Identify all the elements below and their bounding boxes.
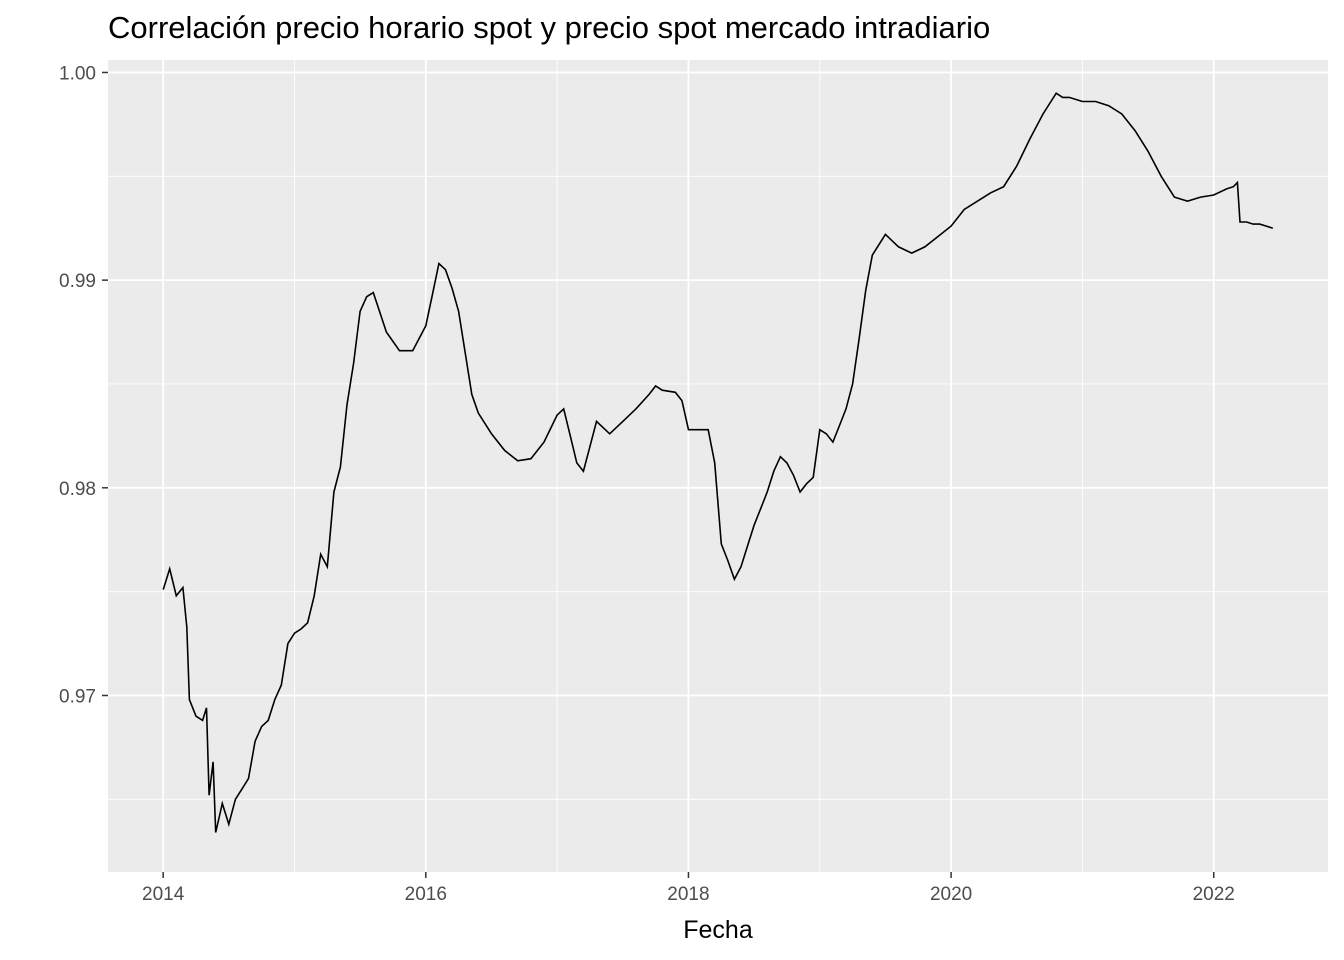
y-tick-label: 0.98 — [59, 479, 96, 500]
plot-panel — [108, 60, 1328, 872]
grid-minor — [108, 60, 1328, 872]
y-tick-label: 0.97 — [59, 686, 96, 707]
x-tick-label: 2018 — [667, 884, 709, 905]
x-axis-ticks: 2014 2016 2018 2020 2022 — [142, 872, 1235, 905]
y-tick-label: 1.00 — [59, 63, 96, 84]
correlation-line — [162, 92, 1274, 833]
x-tick-label: 2022 — [1193, 884, 1235, 905]
chart-title: Correlación precio horario spot y precio… — [108, 10, 991, 45]
x-axis-title: Fecha — [683, 916, 753, 944]
x-tick-label: 2016 — [405, 884, 447, 905]
y-axis-ticks: 0.97 0.98 0.99 1.00 — [59, 63, 108, 707]
x-tick-label: 2014 — [142, 884, 185, 905]
grid-major — [108, 60, 1328, 872]
x-tick-label: 2020 — [930, 884, 972, 905]
y-tick-label: 0.99 — [59, 271, 96, 292]
